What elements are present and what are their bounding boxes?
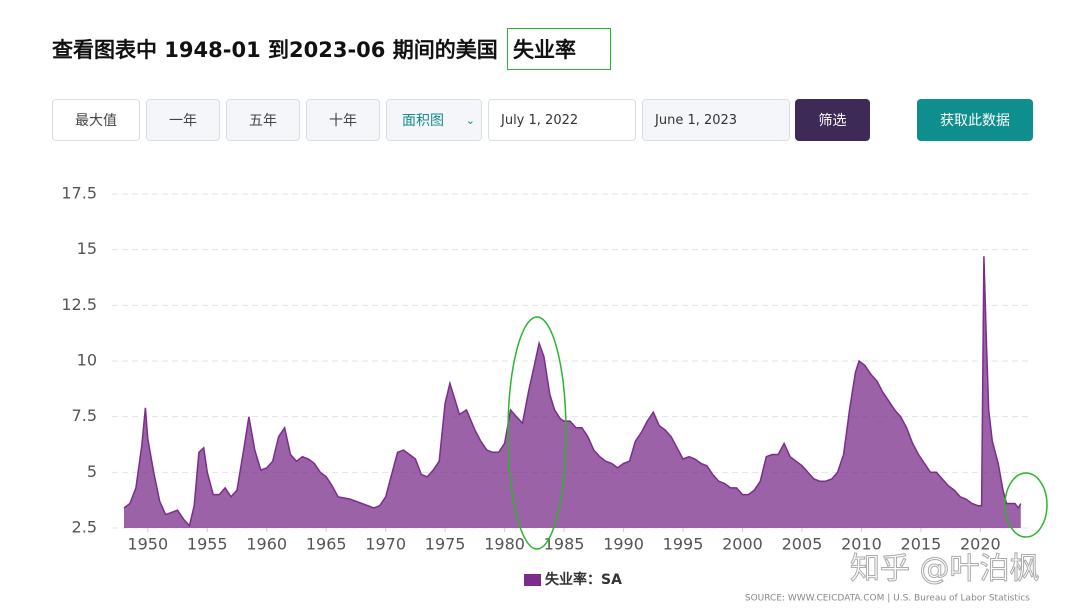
source: SOURCE: WWW.CEICDATA.COM | U.S. Bureau o…	[745, 594, 1030, 604]
x-tick-label: 2005	[782, 535, 823, 554]
dropdown-arrow: ⌄	[465, 113, 475, 127]
y-tick-label: 10	[77, 351, 97, 370]
page-title: 查看图表中 1948-01 到2023-06 期间的美国 失业率	[52, 28, 612, 70]
x-tick-label: 2000	[722, 535, 763, 554]
end-date[interactable]: June 1, 2023	[642, 99, 790, 141]
y-tick-label: 7.5	[72, 406, 97, 425]
series-line	[123, 256, 1022, 528]
x-tick-label: 2010	[841, 535, 882, 554]
x-tick-label: 1985	[544, 535, 585, 554]
x-tick-label: 1980	[484, 535, 525, 554]
x-tick-label: 1965	[306, 535, 347, 554]
y-tick-label: 12.5	[61, 295, 97, 314]
annotation-ellipse	[507, 316, 567, 550]
y-tick-label: 17.5	[61, 184, 97, 203]
x-tick-label: 1950	[127, 535, 168, 554]
annotation-ellipse	[1004, 472, 1048, 538]
range-button[interactable]: 十年	[306, 99, 380, 141]
get-data-button[interactable]: 获取此数据	[917, 99, 1033, 141]
watermark: 知乎 @叶泊枫	[850, 552, 1040, 587]
y-tick-label: 15	[77, 239, 97, 258]
x-tick-label: 2015	[901, 535, 942, 554]
range-button[interactable]: 最大值	[52, 99, 140, 141]
x-tick-label: 2020	[960, 535, 1001, 554]
x-tick-label: 1955	[187, 535, 228, 554]
x-tick-label: 1995	[663, 535, 704, 554]
legend-swatch	[524, 574, 541, 586]
chart-type: 面积图	[402, 113, 444, 129]
x-tick-label: 1970	[365, 535, 406, 554]
x-tick-label: 1990	[603, 535, 644, 554]
y-tick-label: 2.5	[72, 518, 97, 537]
series-area	[124, 256, 1021, 528]
x-tick-label: 1960	[246, 535, 287, 554]
y-tick-label: 5	[87, 462, 97, 481]
title-highlight: 失业率	[507, 28, 612, 70]
x-tick-label: 1975	[425, 535, 466, 554]
start-date[interactable]: July 1, 2022	[488, 99, 636, 141]
range-button[interactable]: 五年	[226, 99, 300, 141]
filter-button[interactable]: 筛选	[795, 99, 870, 141]
chart-type-select[interactable]: 面积图 ⌄	[386, 99, 482, 141]
title-prefix: 查看图表中 1948-01 到2023-06 期间的美国	[52, 38, 498, 62]
legend-label: 失业率：SA	[545, 571, 622, 588]
range-button[interactable]: 一年	[146, 99, 220, 141]
